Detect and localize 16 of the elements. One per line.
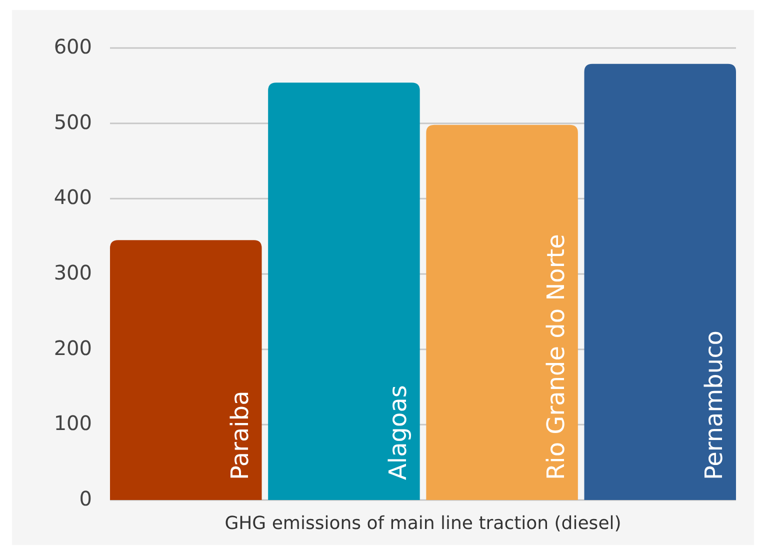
y-tick-label: 200 (54, 336, 92, 360)
bar (110, 240, 262, 500)
x-tick-label: Pernambuco (700, 330, 728, 480)
bar (584, 64, 736, 500)
y-tick-label: 400 (54, 185, 92, 210)
x-axis-title: GHG emissions of main line traction (diesel) (224, 513, 622, 534)
bar (426, 124, 578, 500)
bar (268, 82, 420, 500)
y-tick-label: 500 (54, 110, 92, 134)
y-tick-label: 600 (54, 34, 92, 58)
y-tick-label: 100 (54, 411, 92, 436)
x-tick-label: Paraiba (226, 390, 254, 480)
x-tick-label: Alagoas (384, 385, 412, 480)
y-tick-label: 0 (79, 486, 92, 510)
x-tick-label: Rio Grande do Norte (542, 234, 570, 480)
y-tick-label: 300 (54, 260, 92, 284)
